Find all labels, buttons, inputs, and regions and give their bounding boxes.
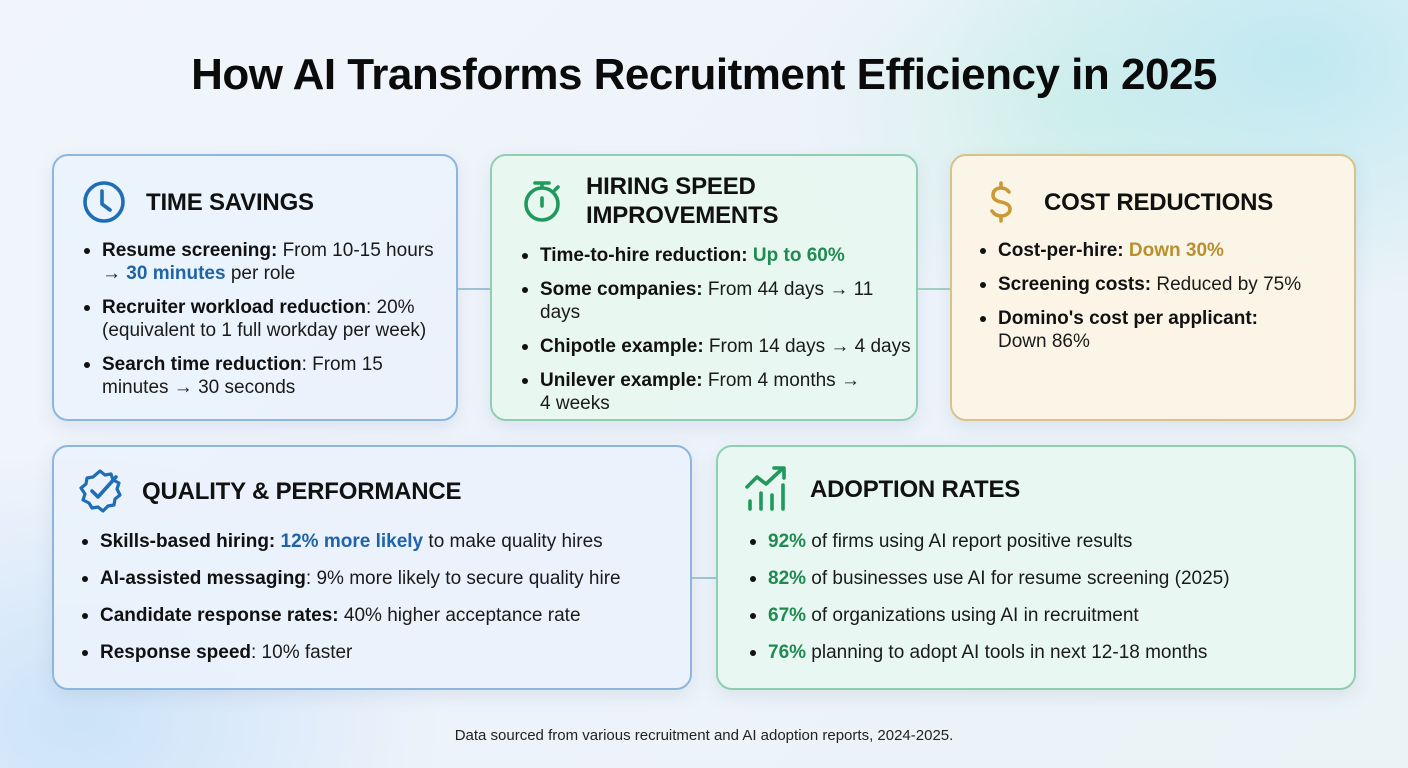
list-item: Time-to-hire reduction: Up to 60% bbox=[520, 244, 915, 267]
highlight-value: 76% bbox=[768, 642, 807, 663]
highlight-value: 82% bbox=[768, 568, 807, 589]
card-title: COST REDUCTIONS bbox=[1044, 188, 1274, 216]
card-header: COST REDUCTIONS bbox=[978, 178, 1273, 226]
list-item: Skills-based hiring: 12% more likely to … bbox=[80, 530, 680, 553]
list-item: 76% planning to adopt AI tools in next 1… bbox=[748, 641, 1348, 664]
verified-badge-icon bbox=[76, 467, 124, 515]
list-item: AI-assisted messaging: 9% more likely to… bbox=[80, 567, 680, 590]
list-item: Cost-per-hire: Down 30% bbox=[978, 239, 1348, 262]
list-item: Chipotle example: From 14 days → 4 days bbox=[520, 335, 915, 358]
card-title: TIME SAVINGS bbox=[146, 188, 314, 216]
highlight-value: 12% more likely bbox=[275, 531, 424, 552]
list-item: 82% of businesses use AI for resume scre… bbox=[748, 567, 1348, 590]
card-title: QUALITY & PERFORMANCE bbox=[142, 477, 462, 505]
list-item: Candidate response rates: 40% higher acc… bbox=[80, 604, 680, 627]
list-item: 92% of firms using AI report positive re… bbox=[748, 530, 1348, 553]
connector-line bbox=[918, 288, 950, 290]
card-hiring-speed: HIRING SPEED IMPROVEMENTS Time-to-hire r… bbox=[490, 154, 918, 421]
list-item: 67% of organizations using AI in recruit… bbox=[748, 604, 1348, 627]
highlight-value: Up to 60% bbox=[747, 245, 845, 266]
card-header: TIME SAVINGS bbox=[80, 178, 314, 226]
connector-line bbox=[458, 288, 490, 290]
list-item: Resume screening: From 10-15 hours → 30 … bbox=[82, 239, 452, 285]
list-item: Screening costs: Reduced by 75% bbox=[978, 273, 1348, 296]
list-item: Domino's cost per applicant: Down 86% bbox=[978, 307, 1278, 353]
list-item: Recruiter workload reduction: 20% (equiv… bbox=[82, 296, 452, 342]
page-title: How AI Transforms Recruitment Efficiency… bbox=[191, 50, 1217, 99]
list-item: Response speed: 10% faster bbox=[80, 641, 680, 664]
stopwatch-icon bbox=[520, 177, 568, 225]
card-header: HIRING SPEED IMPROVEMENTS bbox=[520, 172, 778, 230]
highlight-value: 92% bbox=[768, 531, 807, 552]
bullet-list: Cost-per-hire: Down 30% Screening costs:… bbox=[978, 239, 1348, 353]
highlight-value: 67% bbox=[768, 605, 807, 626]
list-item: Unilever example: From 4 months → 4 week… bbox=[520, 369, 860, 415]
card-title: HIRING SPEED IMPROVEMENTS bbox=[586, 173, 779, 229]
card-cost-reductions: COST REDUCTIONS Cost-per-hire: Down 30% … bbox=[950, 154, 1356, 421]
list-item: Search time reduction: From 15 minutes →… bbox=[82, 353, 402, 399]
card-header: QUALITY & PERFORMANCE bbox=[76, 467, 462, 515]
highlight-value: 30 minutes bbox=[126, 263, 226, 284]
card-quality-performance: QUALITY & PERFORMANCE Skills-based hirin… bbox=[52, 445, 692, 690]
bullet-list: 92% of firms using AI report positive re… bbox=[748, 530, 1348, 664]
list-item: Some companies: From 44 days → 11 days bbox=[520, 278, 915, 324]
bullet-list: Skills-based hiring: 12% more likely to … bbox=[80, 530, 680, 664]
card-adoption-rates: ADOPTION RATES 92% of firms using AI rep… bbox=[716, 445, 1356, 690]
card-time-savings: TIME SAVINGS Resume screening: From 10-1… bbox=[52, 154, 458, 421]
clock-icon bbox=[80, 178, 128, 226]
source-footnote: Data sourced from various recruitment an… bbox=[454, 727, 954, 744]
card-header: ADOPTION RATES bbox=[744, 465, 1020, 513]
card-title: ADOPTION RATES bbox=[810, 475, 1021, 503]
bullet-list: Time-to-hire reduction: Up to 60% Some c… bbox=[520, 244, 915, 415]
connector-line bbox=[692, 577, 716, 579]
trending-chart-icon bbox=[744, 465, 792, 513]
dollar-icon bbox=[978, 178, 1026, 226]
bullet-list: Resume screening: From 10-15 hours → 30 … bbox=[82, 239, 452, 399]
highlight-value: Down 30% bbox=[1123, 240, 1224, 261]
